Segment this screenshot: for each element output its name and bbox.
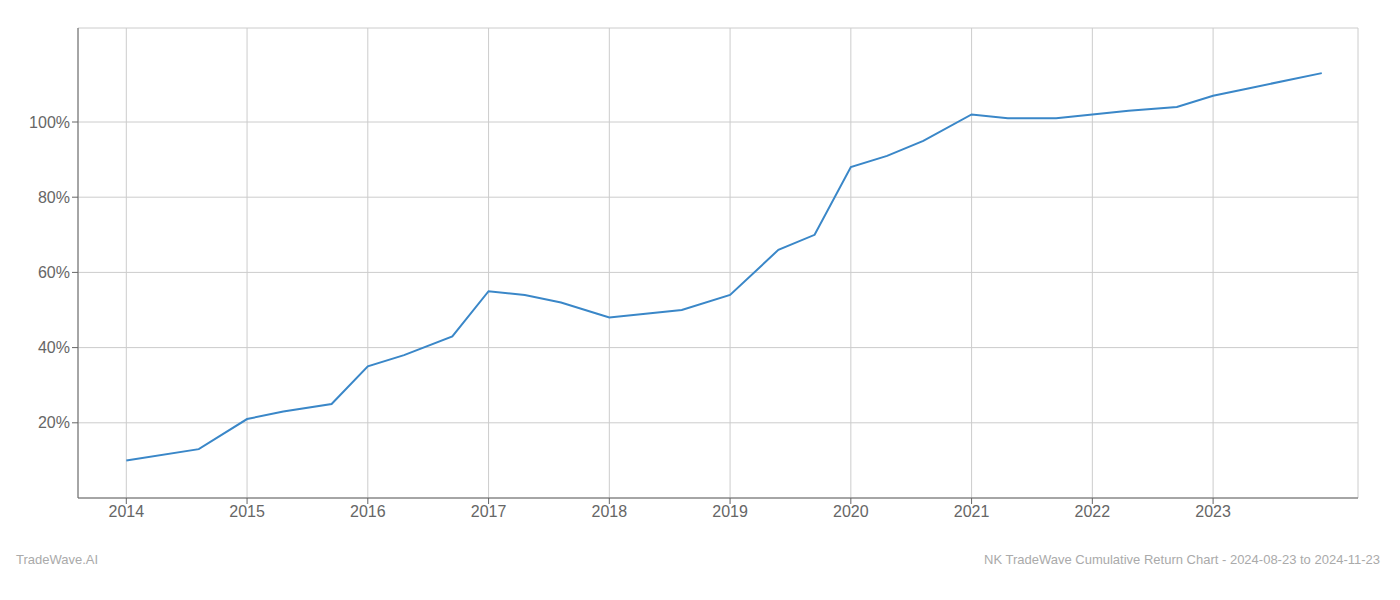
svg-text:2019: 2019	[712, 503, 748, 520]
svg-text:20%: 20%	[38, 414, 70, 431]
svg-text:2014: 2014	[109, 503, 145, 520]
html-text:TradeWave.AI: TradeWave.AI	[16, 552, 99, 567]
svg-text:2018: 2018	[592, 503, 628, 520]
svg-text:60%: 60%	[38, 264, 70, 281]
svg-text:2015: 2015	[229, 503, 265, 520]
svg-text:2020: 2020	[833, 503, 869, 520]
svg-text:2021: 2021	[954, 503, 990, 520]
svg-text:2022: 2022	[1075, 503, 1111, 520]
svg-text:2016: 2016	[350, 503, 386, 520]
svg-text:40%: 40%	[38, 339, 70, 356]
svg-text:2023: 2023	[1195, 503, 1231, 520]
svg-text:2017: 2017	[471, 503, 507, 520]
svg-text:80%: 80%	[38, 189, 70, 206]
html-text:NK TradeWave Cumulative Return: NK TradeWave Cumulative Return Chart - 2…	[984, 552, 1380, 567]
svg-text:100%: 100%	[29, 114, 70, 131]
